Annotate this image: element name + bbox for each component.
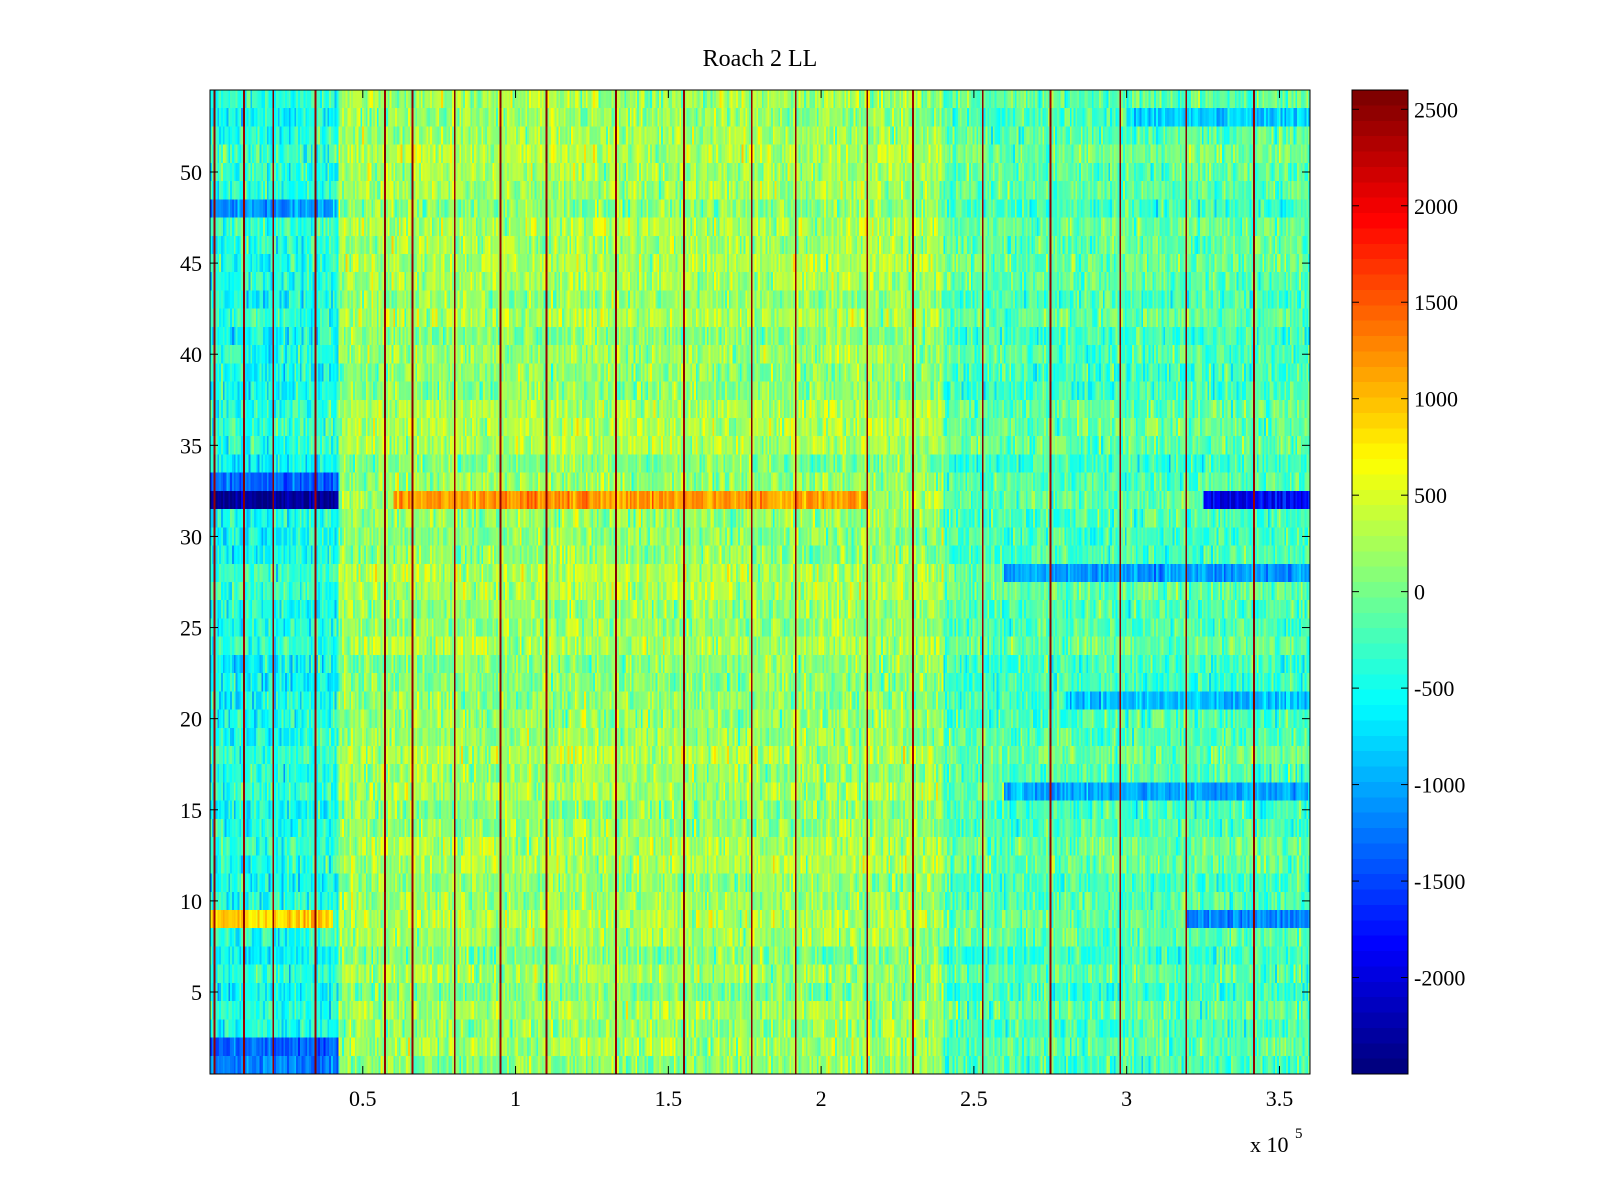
- chart-title: Roach 2 LL: [703, 46, 818, 72]
- y-tick-label: 50: [180, 160, 202, 185]
- y-tick-label: 30: [180, 524, 202, 549]
- svg-text:x 10: x 10: [1250, 1132, 1289, 1157]
- colorbar-tick-label: 2500: [1414, 97, 1458, 122]
- svg-text:5: 5: [1295, 1126, 1303, 1142]
- y-tick-label: 10: [180, 889, 202, 914]
- colorbar-ticks: 2500 2000 1500 1000 500 0 -500 -1000 -1500 -2000: [1352, 97, 1465, 991]
- y-tick-label: 20: [180, 707, 202, 732]
- x-tick-label: 1: [510, 1086, 521, 1111]
- heatmap-plot-area: [209, 89, 1311, 1075]
- colorbar: 2500 2000 1500 1000 500 0 -500 -1000 -1500 -2000: [1351, 89, 1465, 1075]
- x-tick-label: 0.5: [349, 1086, 377, 1111]
- y-tick-label: 35: [180, 433, 202, 458]
- x-tick-label: 3.5: [1266, 1086, 1294, 1111]
- colorbar-tick-label: 0: [1414, 580, 1425, 605]
- colorbar-tick-label: -1000: [1414, 773, 1465, 798]
- heatmap-image: [210, 90, 1310, 1074]
- x-tick-label: 2: [816, 1086, 827, 1111]
- x-tick-label: 3: [1121, 1086, 1132, 1111]
- y-axis: 5 10 15 20 25 30 35 40 45 50: [180, 160, 1310, 1005]
- colorbar-image: [1352, 90, 1408, 1074]
- x-exponent-label: x 10 5: [1250, 1126, 1303, 1157]
- x-exponent-base: x 10: [1250, 1132, 1289, 1157]
- colorbar-tick-label: -500: [1414, 676, 1454, 701]
- y-tick-label: 45: [180, 251, 202, 276]
- x-tick-label: 2.5: [960, 1086, 988, 1111]
- colorbar-tick-label: 1000: [1414, 387, 1458, 412]
- plot-frame: [209, 89, 1311, 1075]
- y-tick-label: 15: [180, 798, 202, 823]
- colorbar-tick-label: -1500: [1414, 869, 1465, 894]
- colorbar-tick-label: 2000: [1414, 194, 1458, 219]
- x-tick-label: 1.5: [655, 1086, 683, 1111]
- colorbar-frame: [1351, 89, 1409, 1075]
- x-exponent-power: 5: [1295, 1126, 1303, 1142]
- colorbar-tick-label: 1500: [1414, 290, 1458, 315]
- colorbar-tick-label: -2000: [1414, 966, 1465, 991]
- x-axis: 0.5 1 1.5 2 2.5 3 3.5: [349, 90, 1293, 1111]
- y-tick-label: 40: [180, 342, 202, 367]
- y-tick-label: 5: [191, 980, 202, 1005]
- colorbar-tick-label: 500: [1414, 483, 1447, 508]
- y-tick-label: 25: [180, 616, 202, 641]
